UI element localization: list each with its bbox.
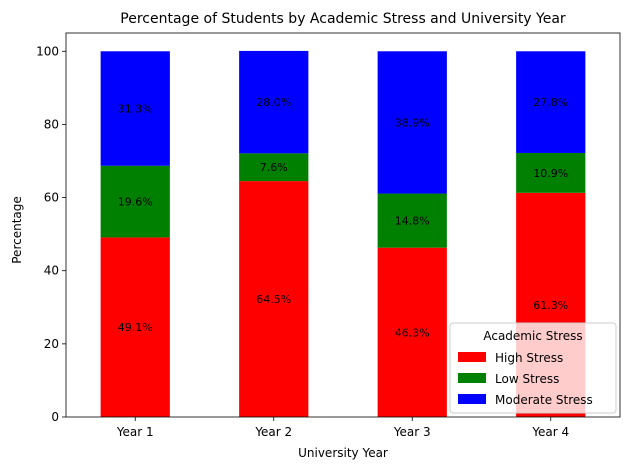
data-label: 14.8% bbox=[395, 215, 430, 228]
legend-swatch bbox=[458, 394, 486, 404]
bar-low-stress-year-3 bbox=[377, 193, 447, 248]
data-label: 49.1% bbox=[118, 321, 153, 334]
x-tick-label: Year 3 bbox=[393, 425, 431, 439]
data-label: 46.3% bbox=[395, 326, 430, 339]
bar-high-stress-year-1 bbox=[100, 237, 170, 417]
data-label: 38.9% bbox=[395, 116, 430, 129]
legend-entry-label: Low Stress bbox=[495, 372, 559, 386]
plot-frame bbox=[65, 32, 621, 418]
y-tick-label: 0 bbox=[51, 410, 59, 424]
bar-moderate-stress-year-2 bbox=[239, 50, 309, 154]
y-tick-label: 40 bbox=[44, 264, 59, 278]
bar-high-stress-year-2 bbox=[239, 181, 309, 417]
bar-low-stress-year-4 bbox=[516, 152, 586, 193]
legend-entry-label: High Stress bbox=[495, 351, 563, 365]
data-label: 28.0% bbox=[256, 96, 291, 109]
legend-entry-label: Moderate Stress bbox=[495, 393, 593, 407]
y-tick-label: 20 bbox=[44, 337, 59, 351]
data-label: 31.3% bbox=[118, 103, 153, 116]
data-label: 27.8% bbox=[533, 96, 568, 109]
y-tick-label: 100 bbox=[36, 44, 59, 58]
y-axis-label: Percentage bbox=[10, 196, 24, 264]
data-label: 7.6% bbox=[260, 161, 288, 174]
x-tick-label: Year 1 bbox=[116, 425, 154, 439]
bar-moderate-stress-year-4 bbox=[516, 51, 586, 153]
data-label: 64.5% bbox=[256, 293, 291, 306]
legend-title: Academic Stress bbox=[483, 329, 582, 343]
bar-moderate-stress-year-3 bbox=[377, 51, 447, 194]
data-label: 61.3% bbox=[533, 299, 568, 312]
bar-moderate-stress-year-1 bbox=[100, 51, 170, 166]
legend: Academic Stress High Stress Low Stress Mode… bbox=[449, 322, 617, 414]
bar-high-stress-year-3 bbox=[377, 247, 447, 417]
chart-title: Percentage of Students by Academic Stres… bbox=[120, 11, 566, 27]
legend-swatch bbox=[458, 352, 486, 362]
x-tick-label: Year 4 bbox=[531, 425, 569, 439]
x-tick-label: Year 2 bbox=[254, 425, 292, 439]
legend-swatch bbox=[458, 373, 486, 383]
x-axis-label: University Year bbox=[298, 446, 388, 460]
legend-box bbox=[449, 322, 617, 414]
bar-low-stress-year-2 bbox=[239, 153, 309, 182]
data-label: 19.6% bbox=[118, 196, 153, 209]
y-tick-label: 60 bbox=[44, 191, 59, 205]
bar-low-stress-year-1 bbox=[100, 165, 170, 238]
y-tick-label: 80 bbox=[44, 117, 59, 131]
data-label: 10.9% bbox=[533, 167, 568, 180]
